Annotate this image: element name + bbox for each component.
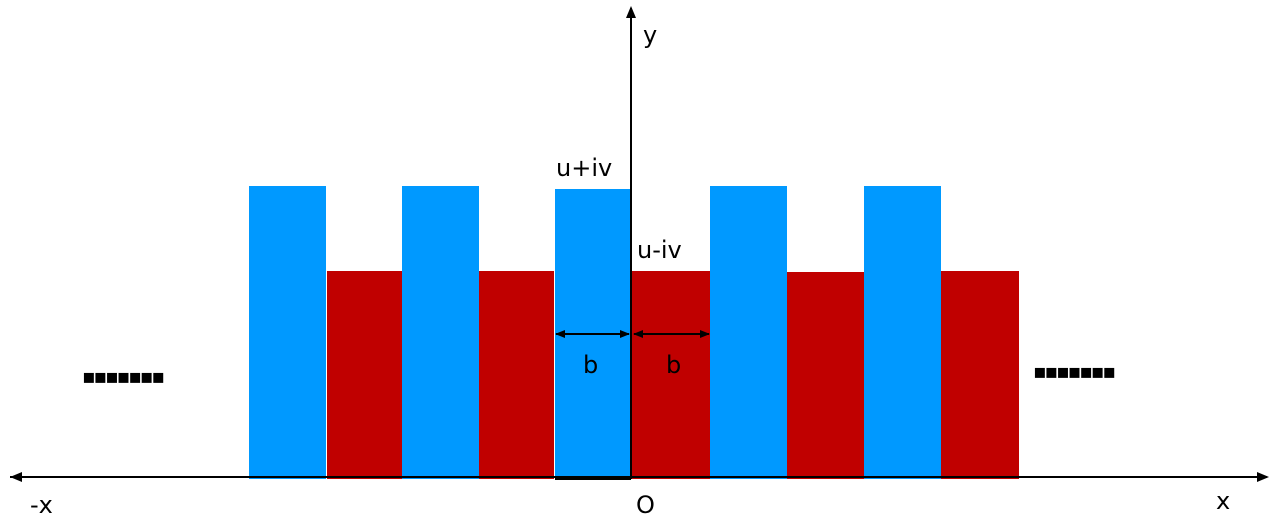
lower-strip: [631, 271, 710, 479]
lower-strip: [941, 271, 1019, 479]
width-label-right: b: [666, 351, 681, 379]
lower-strip: [327, 271, 403, 479]
upper-strip: [864, 186, 941, 479]
ellipsis-right: ▪▪▪▪▪▪▪: [1033, 359, 1114, 383]
upper-region-label: u+iv: [556, 154, 612, 182]
upper-strips: [249, 186, 941, 479]
upper-strip: [249, 186, 326, 479]
neg-x-axis-label: -x: [30, 491, 53, 519]
lower-strip: [479, 271, 554, 479]
upper-strip: [710, 186, 787, 479]
lower-region-label: u-iv: [637, 236, 682, 264]
lower-strip: [787, 272, 864, 479]
width-label-left: b: [583, 351, 598, 379]
origin-label: O: [636, 491, 655, 519]
x-axis-label: x: [1216, 487, 1230, 515]
y-axis-label: y: [643, 21, 657, 49]
ellipsis-left: ▪▪▪▪▪▪▪: [82, 364, 163, 388]
upper-strip: [402, 186, 479, 479]
lower-strips: [327, 271, 1019, 479]
